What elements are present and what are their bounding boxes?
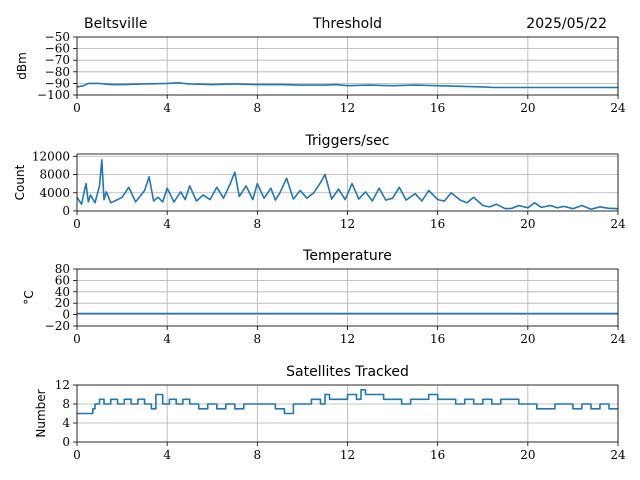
x-tick-label: 24 bbox=[610, 448, 626, 462]
x-tick-label: 8 bbox=[254, 448, 262, 462]
y-tick-label: 4 bbox=[62, 416, 70, 430]
subplot-2: 0 4 8 12 16 20 24 0 4000 8000 12000 Triggers/sec Cou… bbox=[13, 133, 626, 231]
site-label: Beltsville bbox=[84, 16, 147, 32]
series-line bbox=[76, 159, 619, 210]
y-tick-label: −80 bbox=[45, 65, 70, 79]
y-axis-label: Count bbox=[13, 164, 27, 200]
x-tick-label: 0 bbox=[73, 101, 81, 115]
x-tick-label: 8 bbox=[254, 217, 262, 231]
y-tick-label: −90 bbox=[45, 76, 70, 90]
chart-title: Temperature bbox=[302, 248, 392, 264]
x-tick-label: 16 bbox=[430, 332, 445, 346]
y-tick-label: 60 bbox=[55, 273, 70, 287]
x-tick-label: 0 bbox=[73, 448, 81, 462]
x-tick-label: 16 bbox=[430, 101, 445, 115]
y-tick-label: −60 bbox=[45, 42, 70, 56]
y-tick-label: 0 bbox=[62, 204, 70, 218]
x-tick-label: 4 bbox=[163, 217, 171, 231]
subplot-1: 0 4 8 12 16 20 24 −100−90−80−70−60−50 Threshold d… bbox=[15, 16, 626, 115]
y-axis-label: dBm bbox=[15, 52, 29, 80]
y-tick-label: 20 bbox=[55, 296, 70, 310]
chart-title: Triggers/sec bbox=[305, 133, 390, 149]
y-tick-label: 80 bbox=[55, 262, 70, 276]
y-axis-label: °C bbox=[22, 290, 36, 304]
x-tick-label: 4 bbox=[163, 332, 171, 346]
x-tick-label: 20 bbox=[520, 448, 535, 462]
y-tick-label: −50 bbox=[45, 30, 70, 44]
x-tick-label: 24 bbox=[610, 217, 626, 231]
x-tick-label: 12 bbox=[340, 448, 355, 462]
x-tick-label: 24 bbox=[610, 332, 626, 346]
x-tick-label: 4 bbox=[163, 448, 171, 462]
x-tick-label: 0 bbox=[73, 217, 81, 231]
y-tick-label: −70 bbox=[45, 53, 70, 67]
y-axis-label: Number bbox=[34, 389, 48, 437]
x-tick-label: 12 bbox=[340, 217, 355, 231]
subplot-4: 0 4 8 12 16 20 24 0 4 8 12 Satellites Tracked Number bbox=[34, 364, 626, 462]
series-line bbox=[77, 389, 618, 415]
x-tick-label: 20 bbox=[520, 101, 535, 115]
y-tick-label: 40 bbox=[55, 285, 70, 299]
x-tick-label: 20 bbox=[520, 332, 535, 346]
x-tick-label: 12 bbox=[340, 332, 355, 346]
series-line bbox=[76, 82, 618, 89]
x-tick-label: 16 bbox=[430, 217, 445, 231]
chart-title: Threshold bbox=[312, 16, 382, 32]
x-tick-label: 4 bbox=[163, 101, 171, 115]
x-tick-label: 8 bbox=[254, 332, 262, 346]
y-tick-label: 4000 bbox=[39, 186, 70, 200]
y-tick-label: −100 bbox=[37, 88, 70, 102]
y-tick-label: 12000 bbox=[32, 149, 70, 163]
y-tick-label: 12 bbox=[55, 378, 70, 392]
date-label: 2025/05/22 bbox=[526, 16, 607, 32]
y-tick-label: 0 bbox=[62, 308, 70, 322]
x-tick-label: 8 bbox=[254, 101, 262, 115]
y-tick-label: 0 bbox=[62, 435, 70, 449]
y-tick-label: 8000 bbox=[39, 168, 70, 182]
x-tick-label: 20 bbox=[520, 217, 535, 231]
y-tick-label: 8 bbox=[62, 397, 70, 411]
x-tick-label: 24 bbox=[610, 101, 626, 115]
chart-title: Satellites Tracked bbox=[286, 364, 409, 380]
y-tick-label: −20 bbox=[45, 319, 70, 333]
x-tick-label: 12 bbox=[340, 101, 355, 115]
x-tick-label: 16 bbox=[430, 448, 445, 462]
x-tick-label: 0 bbox=[73, 332, 81, 346]
